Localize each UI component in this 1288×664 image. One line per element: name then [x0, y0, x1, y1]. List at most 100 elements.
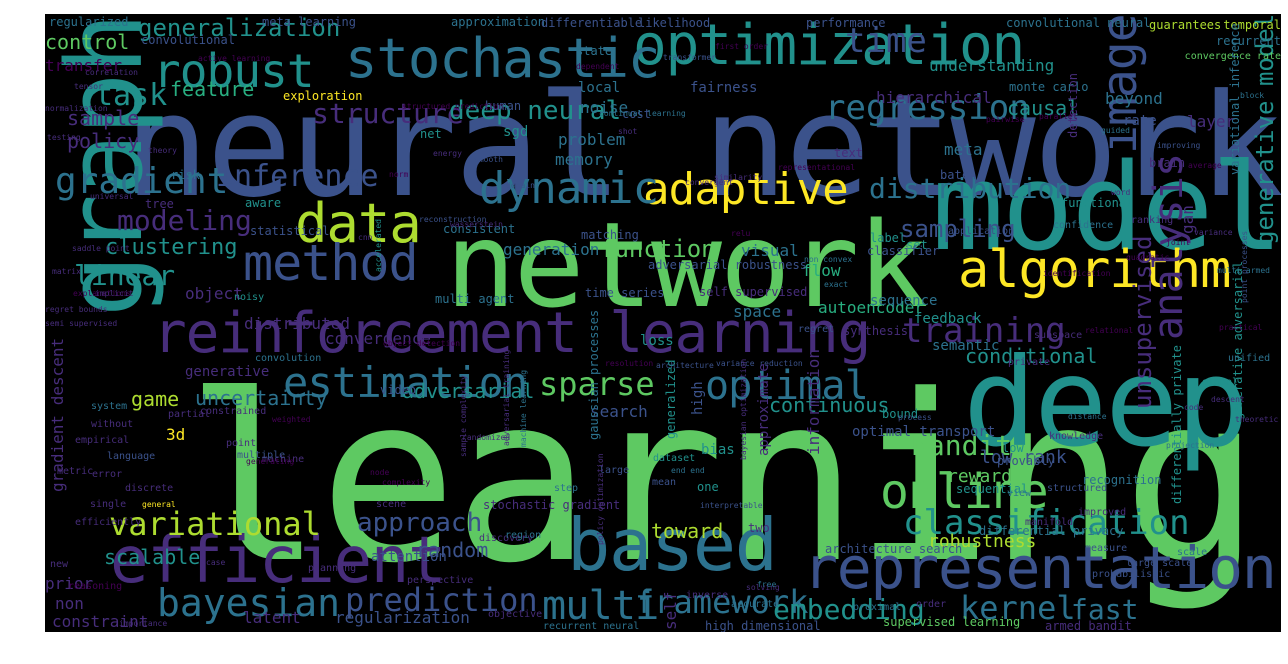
- word-node: node: [370, 468, 390, 477]
- word-robust: robust: [153, 44, 315, 98]
- word-constrained: constrained: [200, 406, 267, 417]
- word-differential-privacy: differential privacy: [979, 524, 1124, 538]
- word-joint: joint: [1166, 238, 1191, 247]
- word-continual-learning: continual learning: [599, 109, 686, 118]
- word-similarity: similarity: [714, 173, 763, 182]
- word-feature: feature: [170, 77, 255, 101]
- word-modeling: modeling: [117, 204, 252, 237]
- word-semi-supervised: semi supervised: [45, 319, 118, 328]
- word-kernel: kernel: [960, 589, 1076, 627]
- word-distributed: distributed: [244, 314, 350, 333]
- word-optimization: optimization: [633, 14, 1025, 78]
- word-synthesis: synthesis: [843, 324, 909, 338]
- word-descent: descent: [1211, 395, 1245, 404]
- word-autoencoder: autoencoder: [818, 298, 924, 317]
- word-convolutional: convolutional: [141, 33, 235, 47]
- word-clustering: clustering: [105, 235, 238, 260]
- word-space: space: [733, 302, 782, 321]
- word-beyond: beyond: [1105, 89, 1163, 108]
- word-planning: planning: [308, 563, 357, 574]
- word-conditional: conditional: [965, 344, 1098, 368]
- word-accelerated: accelerated: [374, 219, 383, 272]
- word-efficiently: efficiently: [75, 517, 142, 528]
- word-classification: classification: [903, 503, 1190, 543]
- word-step: step: [554, 483, 579, 494]
- word-weighted: weighted: [272, 415, 311, 424]
- word-variance: variance: [1194, 228, 1233, 237]
- word-complexity: complexity: [382, 478, 431, 487]
- word-proximal: proximal: [853, 602, 902, 613]
- word-temporal: temporal: [1223, 18, 1281, 32]
- word-perspective: perspective: [407, 575, 474, 586]
- word-smooth: smooth: [474, 155, 503, 164]
- word-convergent: convergent: [685, 178, 734, 187]
- word-sample: sample: [67, 106, 140, 130]
- word-generalization: generalization: [138, 14, 341, 42]
- word-flow: flow: [802, 261, 841, 280]
- word-identification: identification: [1043, 269, 1111, 278]
- word-visual: visual: [741, 241, 799, 260]
- word-regularized: regularized: [49, 15, 129, 29]
- word-reconstruction: reconstruction: [419, 215, 487, 224]
- word-policy-optimization: policy optimization: [596, 453, 605, 545]
- word-method: method: [243, 234, 419, 292]
- word-global: global: [1202, 377, 1239, 388]
- word-generative-model: generative model: [1251, 14, 1279, 246]
- word-self-supervised: self supervised: [699, 285, 808, 299]
- word-fast: fast: [1071, 593, 1139, 626]
- word-bayesian-optimization: bayesian optimization: [739, 358, 748, 460]
- word-guarantees: guarantees: [1149, 18, 1222, 32]
- word-process: process: [898, 413, 932, 422]
- word-generative: generative: [185, 364, 270, 380]
- word-practical: practical: [1219, 323, 1263, 332]
- word-ranking: ranking: [1131, 215, 1174, 226]
- word-guided: guided: [1101, 126, 1130, 135]
- word-first-order: first order: [715, 42, 768, 51]
- word-sequential: sequential: [956, 482, 1029, 496]
- word-approach: approach: [357, 508, 483, 538]
- word-manifold: manifold: [1025, 517, 1074, 528]
- word-new: new: [50, 559, 69, 570]
- word-approximate: approximate: [756, 363, 772, 456]
- word-scene: scene: [376, 499, 407, 510]
- word-reward: reward: [947, 466, 1013, 487]
- word-continuous: continuous: [769, 393, 890, 417]
- word-noisy: noisy: [234, 292, 265, 303]
- word-risk: risk: [171, 168, 200, 182]
- word-objective: objective: [488, 609, 543, 620]
- word-cloud: learning neural network network model deep gr…: [45, 14, 1281, 632]
- word-stochastic: stochastic: [345, 27, 660, 90]
- word-text: text: [834, 146, 863, 160]
- word-multi: multi: [542, 583, 659, 629]
- word-transfer: transfer: [45, 56, 123, 75]
- word-distance: distance: [1068, 412, 1107, 421]
- word-multi-armed: multi armed: [1217, 266, 1270, 275]
- word-data: data: [295, 192, 422, 255]
- word-supervised-learning: supervised learning: [883, 615, 1021, 629]
- word-self: self: [661, 591, 680, 630]
- word-time: time: [845, 21, 927, 61]
- word-saddle-point: saddle point: [72, 244, 130, 253]
- word-implicit: implicit: [95, 289, 134, 298]
- word-cnn: cnn: [358, 233, 373, 242]
- word-region: region: [505, 530, 542, 541]
- word-convolutional-neural: convolutional neural: [1006, 16, 1151, 30]
- word-based: based: [567, 503, 778, 587]
- word-gradient: gradient: [55, 161, 229, 202]
- word-net: net: [420, 127, 442, 141]
- word-local: local: [578, 80, 621, 96]
- word-generation: generation: [503, 240, 600, 259]
- word-policy: policy: [67, 129, 140, 153]
- word-time-series: time series: [585, 286, 665, 300]
- word-testing: testing: [47, 133, 81, 142]
- word-deep: deep: [963, 332, 1249, 474]
- word-performance: performance: [806, 16, 886, 30]
- word-structured: structured: [1047, 483, 1108, 494]
- word-task: task: [95, 78, 168, 113]
- word-machine-learning: machine learning: [519, 369, 528, 447]
- word-bayesian: bayesian: [157, 581, 341, 625]
- word-unified: unified: [1228, 353, 1271, 364]
- word-multiple: multiple: [237, 450, 286, 461]
- word-3d: 3d: [166, 425, 186, 444]
- word-discovery: discovery: [479, 533, 534, 544]
